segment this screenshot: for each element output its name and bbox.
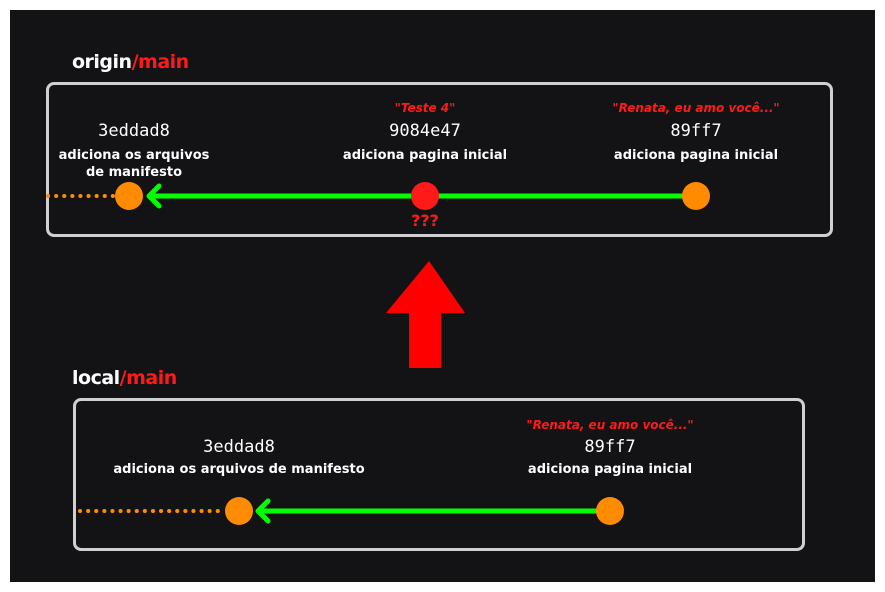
origin-arrowhead: [146, 183, 162, 209]
local-main-heading: local/main: [72, 367, 177, 389]
origin-sep: /: [131, 51, 139, 73]
origin-branch-box: [46, 82, 833, 237]
local-sep: /: [119, 367, 127, 389]
origin-message-89ff7: adiciona pagina inicial: [613, 148, 779, 163]
diagram-canvas: origin/main local/main 3eddad8 adiciona …: [10, 10, 875, 582]
origin-message-3eddad8-line1: adiciona os arquivos: [58, 148, 210, 163]
local-arrowhead: [255, 498, 271, 524]
origin-message-3eddad8: adiciona os arquivos de manifesto: [34, 147, 234, 181]
origin-commit-9084e47: [411, 182, 439, 210]
local-message-89ff7: adiciona pagina inicial: [527, 462, 693, 477]
conflict-marker: ???: [411, 211, 439, 230]
origin-message-9084e47: adiciona pagina inicial: [342, 148, 508, 163]
origin-hash-3eddad8: 3eddad8: [98, 121, 170, 141]
local-branch-name: main: [126, 367, 177, 389]
origin-main-heading: origin/main: [72, 51, 189, 73]
origin-label: origin: [72, 51, 132, 73]
origin-commit-89ff7: [682, 182, 710, 210]
origin-quote-9084e47: "Teste 4": [394, 101, 456, 115]
origin-message-3eddad8-line2: de manifesto: [85, 165, 183, 180]
up-arrow-icon: [386, 261, 465, 368]
commit-graph: [46, 182, 710, 525]
local-commit-89ff7: [596, 497, 624, 525]
local-message-3eddad8: adiciona os arquivos de manifesto: [113, 462, 365, 477]
origin-hash-89ff7: 89ff7: [670, 121, 722, 141]
local-hash-3eddad8: 3eddad8: [203, 437, 275, 457]
origin-quote-89ff7: "Renata, eu amo você...": [612, 101, 780, 115]
local-commit-3eddad8: [225, 497, 253, 525]
origin-commit-3eddad8: [115, 182, 143, 210]
local-quote-89ff7: "Renata, eu amo você...": [526, 418, 694, 432]
local-label: local: [72, 367, 120, 389]
local-branch-box: [73, 398, 805, 551]
origin-branch-name: main: [138, 51, 189, 73]
local-hash-89ff7: 89ff7: [584, 437, 636, 457]
origin-hash-9084e47: 9084e47: [389, 121, 461, 141]
